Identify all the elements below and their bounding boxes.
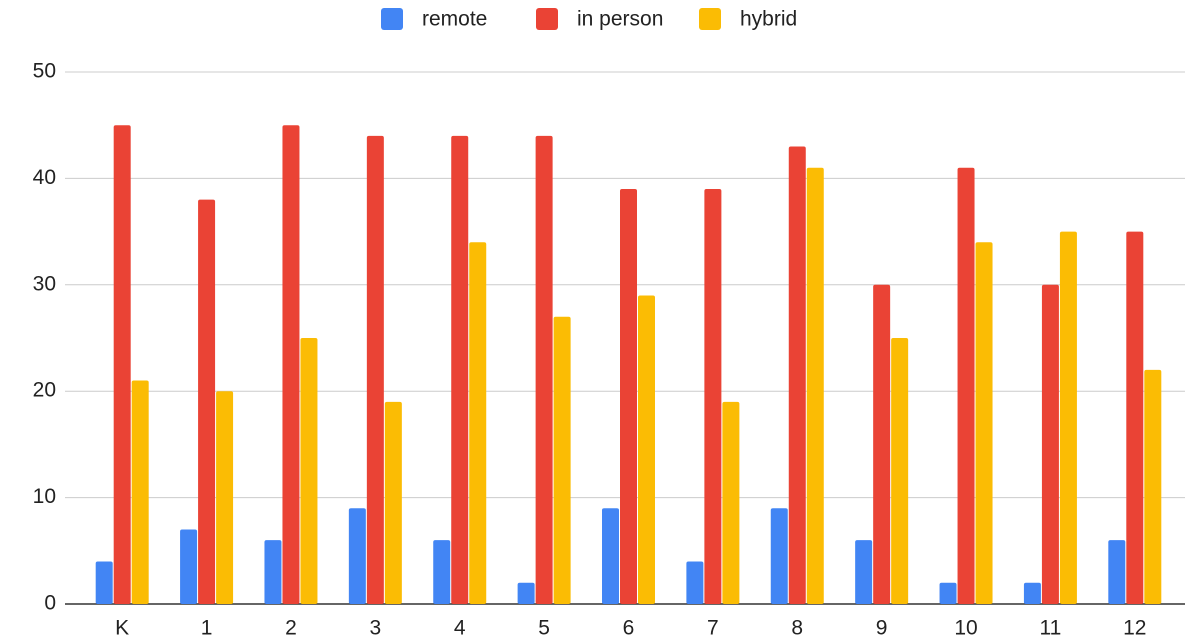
y-tick-label: 30 [33,272,56,295]
x-tick-label: 6 [623,617,635,640]
bar [282,125,300,604]
bar [788,146,806,605]
x-tick-label: 2 [285,617,297,640]
bar [806,167,824,604]
bar [638,295,655,604]
legend-label: in person [577,8,663,31]
bar [553,316,571,604]
bar [891,338,909,604]
bar [704,189,722,605]
bar [855,540,873,604]
bar [1059,231,1077,604]
bar [517,582,535,604]
bar [95,561,113,604]
y-tick-label: 20 [33,379,56,402]
bar [131,380,149,604]
bar [451,135,469,604]
x-tick-label: 4 [454,617,466,640]
bar [264,540,282,604]
bar [180,529,198,604]
x-tick-label: 1 [201,617,213,640]
bar [1144,369,1162,604]
bar [939,582,957,604]
x-tick-label: 9 [876,617,888,640]
bar [1108,540,1126,604]
bar [469,242,487,605]
legend-label: hybrid [740,8,797,31]
bar [1023,582,1041,604]
y-tick-label: 0 [44,592,56,615]
bar [113,125,131,604]
bar [770,508,788,604]
bar [620,189,637,605]
bar [602,508,619,604]
bar [722,401,740,604]
bar [216,391,234,604]
y-tick-label: 10 [33,485,56,508]
y-tick-label: 40 [33,166,56,189]
bar [366,135,384,604]
bar [535,135,553,604]
bar [433,540,451,604]
x-tick-label: 12 [1123,617,1146,640]
bar [975,242,993,605]
x-tick-label: 10 [954,617,977,640]
bar [348,508,366,604]
bar [198,199,216,604]
y-tick-label: 50 [33,60,56,83]
x-tick-label: 8 [791,617,803,640]
x-tick-label: 3 [370,617,382,640]
legend-label: remote [422,8,487,31]
legend-swatch [381,8,403,30]
legend-swatch [536,8,558,30]
bar [957,167,975,604]
x-tick-label: 7 [707,617,719,640]
x-tick-label: 5 [538,617,550,640]
legend-swatch [699,8,721,30]
bar [873,284,891,604]
bar [1126,231,1144,604]
bar [300,338,318,604]
bar [384,401,402,604]
x-tick-label: 11 [1040,617,1062,640]
bar [686,561,704,604]
bar [1041,284,1059,604]
x-tick-label: K [115,617,129,640]
